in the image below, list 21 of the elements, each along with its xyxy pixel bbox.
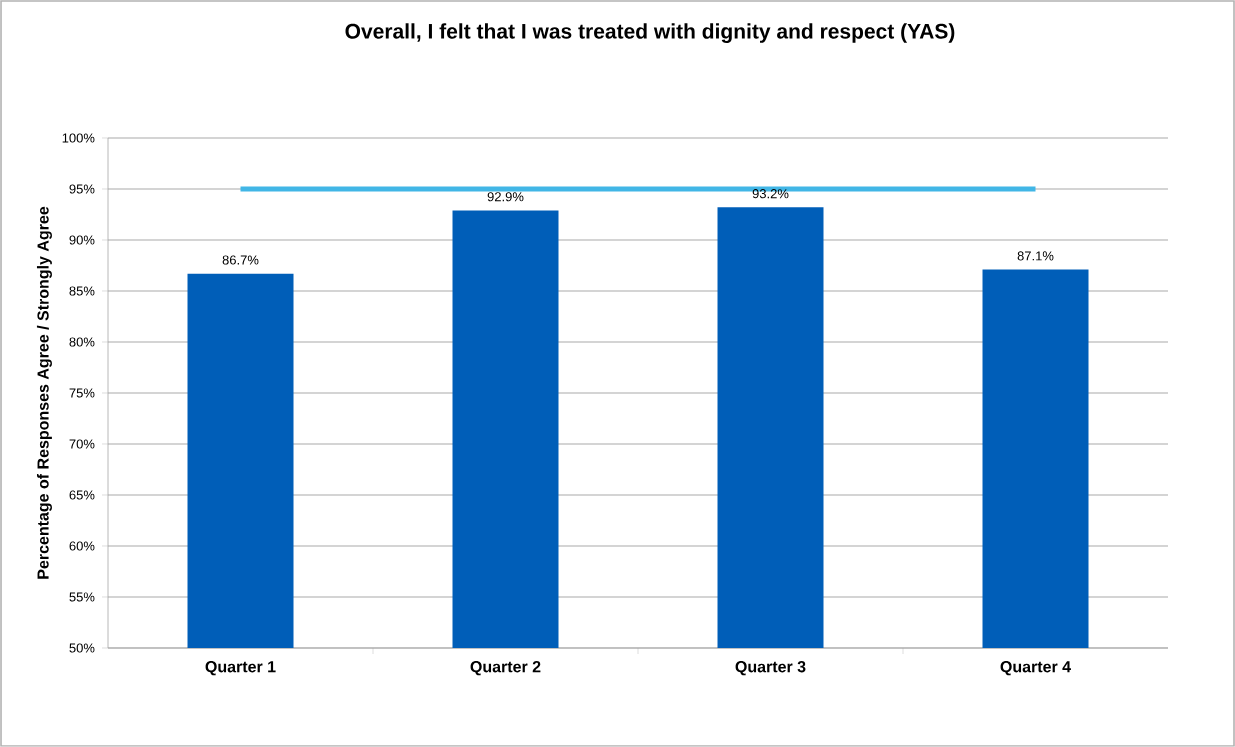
chart-title: Overall, I felt that I was treated with dignity and respect (YAS) [345,23,955,43]
y-tick-label: 55% [69,592,95,602]
y-tick-label: 90% [69,235,95,245]
y-tick-label: 100% [62,133,95,143]
y-tick-label: 65% [69,490,95,500]
y-tick-label: 50% [69,643,95,653]
data-label: 92.9% [487,192,524,202]
data-label: 93.2% [752,189,789,199]
y-axis-title: Percentage of Responses Agree / Strongly Agree [36,206,52,579]
y-tick-label: 95% [69,184,95,194]
data-label: 86.7% [222,255,259,265]
x-tick-label: Quarter 4 [1000,661,1071,676]
x-tick-label: Quarter 3 [735,661,806,676]
y-tick-label: 75% [69,388,95,398]
y-tick-label: 80% [69,337,95,347]
x-tick-label: Quarter 2 [470,661,541,676]
x-tick-label: Quarter 1 [205,661,276,676]
data-label: 87.1% [1017,251,1054,261]
y-tick-label: 60% [69,541,95,551]
y-tick-label: 85% [69,286,95,296]
y-tick-label: 70% [69,439,95,449]
